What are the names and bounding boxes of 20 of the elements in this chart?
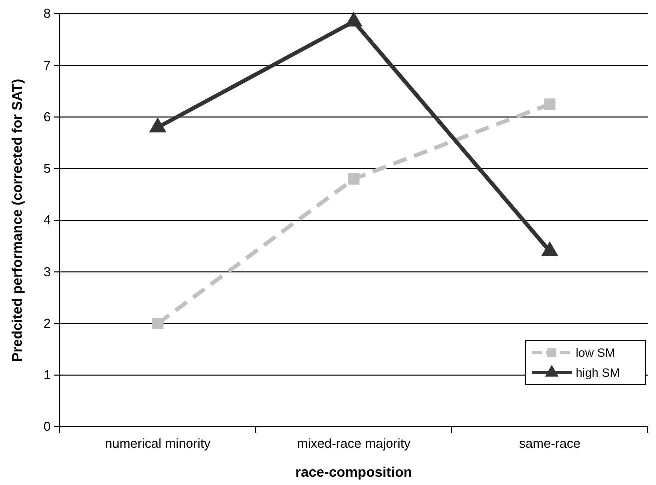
y-tick-label: 2 bbox=[44, 316, 51, 331]
y-tick-label: 8 bbox=[44, 6, 51, 22]
x-tick-label: same-race bbox=[519, 436, 581, 452]
point bbox=[345, 12, 363, 27]
x-tick-label: mixed-race majority bbox=[297, 436, 412, 452]
x-tick-label: numerical minority bbox=[105, 436, 212, 452]
point bbox=[152, 318, 164, 330]
y-tick-label: 5 bbox=[44, 161, 51, 176]
y-tick-label: 6 bbox=[44, 109, 51, 124]
point bbox=[149, 118, 167, 133]
y-tick-label: 3 bbox=[44, 264, 51, 280]
y-axis-title: Predcited performance (corrected for SAT) bbox=[9, 79, 25, 362]
point bbox=[348, 174, 360, 185]
legend-label: high SM bbox=[576, 366, 620, 380]
y-tick-label: 7 bbox=[44, 58, 51, 73]
x-axis-title: race-composition bbox=[296, 464, 412, 480]
y-tick-label: 0 bbox=[44, 419, 51, 434]
y-tick-label: 4 bbox=[44, 212, 51, 228]
y-tick-label: 1 bbox=[44, 368, 51, 383]
legend-label: low SM bbox=[576, 346, 616, 360]
